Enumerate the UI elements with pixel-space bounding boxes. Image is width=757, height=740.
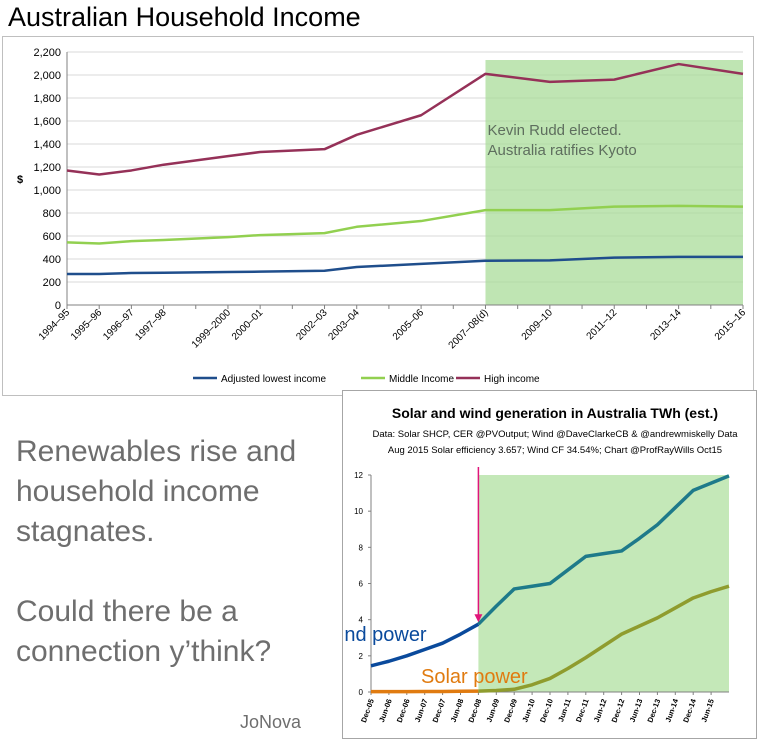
wind-power-line-before: [370, 622, 480, 668]
x-tick-label: Jun-12: [592, 698, 609, 724]
x-tick-label: 2013–14: [648, 307, 684, 343]
series-line-high-income: [66, 62, 744, 176]
solar-power-line-after: [478, 584, 730, 693]
y-tick-label: 400: [43, 254, 61, 266]
arrow-head: [474, 614, 483, 623]
y-tick-label: 4: [359, 616, 364, 625]
renewables-chart: Solar and wind generation in Australia T…: [342, 390, 757, 739]
x-tick-label: Dec-05: [359, 698, 376, 724]
page-title: Australian Household Income: [8, 2, 361, 32]
x-tick-label: Dec-07: [431, 698, 448, 724]
x-tick-label: 2002–03: [294, 307, 330, 343]
x-tick-label: 2000–01: [230, 307, 266, 343]
x-tick-label: Dec-08: [466, 698, 483, 724]
y-axis-label: $: [17, 174, 23, 186]
x-tick-label: 1995–96: [69, 307, 105, 343]
y-tick-label: 10: [354, 507, 363, 516]
x-tick-label: Jun-10: [520, 698, 537, 724]
y-tick-label: 600: [43, 231, 61, 243]
annotation-line-1: Kevin Rudd elected.: [487, 122, 621, 139]
chart2-subtitle-2: Aug 2015 Solar efficiency 3.657; Wind CF…: [388, 445, 722, 456]
y-tick-label: 1,800: [33, 93, 61, 105]
income-chart: 0 200 400 600 800 1,000 1,200 1,400 1,600 1,800 2,…: [2, 36, 754, 396]
chart2-title: Solar and wind generation in Australia T…: [392, 405, 718, 421]
legend-label: High income: [484, 374, 540, 385]
x-tick-label: 2007–08(d): [447, 307, 491, 351]
commentary-text: Renewables rise and household income sta…: [16, 432, 336, 672]
x-tick-label: 2005–06: [391, 307, 427, 343]
x-tick-label: Dec-11: [574, 698, 591, 724]
x-tick-label: Jun-15: [699, 698, 716, 724]
credit-label: JoNova: [240, 712, 302, 732]
x-tick-label: 1999–2000: [190, 307, 233, 350]
y-tick-label: 0: [55, 300, 61, 312]
y-tick-label: 2,000: [33, 70, 61, 82]
renewables-highlight-region: [478, 475, 729, 692]
x-tick-label: 1996–97: [101, 307, 137, 343]
legend-label: Adjusted lowest income: [221, 374, 326, 385]
x-tick-label: Jun-11: [556, 698, 573, 723]
x-tick-label: Jun-13: [628, 698, 645, 724]
x-tick-label: 2015–16: [713, 307, 749, 343]
x-tick-label: Jun-06: [377, 698, 394, 724]
x-tick-label: Dec-06: [395, 698, 412, 724]
x-tick-label: Jun-09: [484, 698, 501, 724]
series-line-adjusted-lowest-income: [67, 255, 743, 276]
income-chart-svg: 0 200 400 600 800 1,000 1,200 1,400 1,600 1,800 2,…: [17, 47, 749, 385]
y-tick-label: 1,000: [33, 185, 61, 197]
chart2-subtitle-1: Data: Solar SHCP, CER @PVOutput; Wind @D…: [372, 429, 738, 440]
series-line-middle-income: [66, 204, 744, 245]
wind-power-line-after: [477, 474, 730, 626]
x-tick-label: 2011–12: [585, 307, 620, 342]
y-tick-label: 1,600: [33, 116, 61, 128]
y-tick-label: 200: [43, 277, 61, 289]
y-tick-label: 1,200: [33, 162, 61, 174]
x-tick-label: Dec-12: [610, 698, 627, 724]
x-tick-label: Dec-14: [681, 697, 698, 724]
wind-power-label: Wind power: [343, 624, 427, 646]
y-tick-label: 0: [359, 688, 364, 697]
x-tick-label: Dec-10: [538, 698, 555, 724]
solar-power-line-before: [371, 689, 479, 694]
commentary-line-1: Renewables rise and household income sta…: [16, 435, 297, 548]
solar-power-label: Solar power: [421, 666, 528, 688]
x-tick-label: Jun-07: [413, 698, 430, 724]
y-tick-label: 1,400: [33, 139, 61, 151]
annotation-line-2: Australia ratifies Kyoto: [487, 142, 636, 159]
x-tick-label: 2009–10: [520, 307, 556, 343]
x-tick-label: Jun-14: [663, 697, 680, 724]
x-tick-label: Dec-13: [645, 698, 662, 724]
x-tick-label: Dec-09: [502, 698, 519, 724]
legend-label: Middle Income: [389, 374, 454, 385]
y-tick-label: 800: [43, 208, 61, 220]
x-tick-label: 1997–98: [133, 307, 169, 343]
y-tick-label: 2: [359, 652, 364, 661]
x-tick-label: Jun-08: [449, 698, 466, 724]
y-tick-label: 6: [359, 580, 364, 589]
kyoto-highlight-region: [485, 60, 743, 305]
y-tick-label: 2,200: [33, 47, 61, 59]
renewables-chart-svg: Solar and wind generation in Australia T…: [343, 405, 738, 724]
y-tick-label: 12: [354, 471, 363, 480]
x-tick-label: 1994–95: [37, 307, 73, 343]
commentary-line-2: Could there be a connection y’think?: [16, 595, 272, 668]
x-tick-label: 2003–04: [327, 307, 363, 343]
y-tick-label: 8: [359, 543, 364, 552]
